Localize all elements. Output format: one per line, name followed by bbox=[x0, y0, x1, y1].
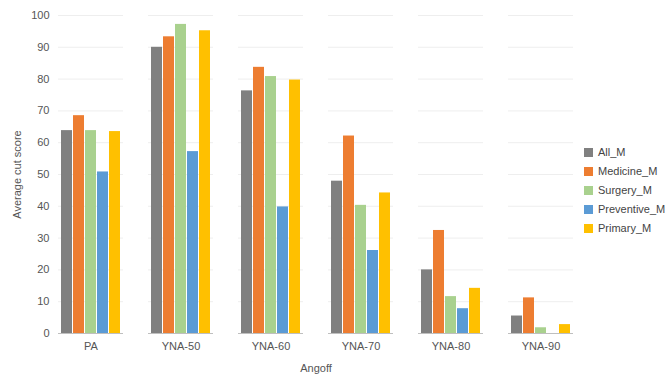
svg-text:30: 30 bbox=[37, 231, 49, 243]
svg-text:PA: PA bbox=[84, 340, 99, 352]
svg-text:60: 60 bbox=[37, 136, 49, 148]
html-text:Preventive_M: Preventive_M bbox=[598, 203, 666, 215]
html-text:Medicine_M: Medicine_M bbox=[598, 165, 658, 177]
svg-text:YNA-60: YNA-60 bbox=[252, 340, 291, 352]
svg-text:Average cut score: Average cut score bbox=[11, 130, 23, 218]
svg-text:70: 70 bbox=[37, 104, 49, 116]
svg-text:YNA-70: YNA-70 bbox=[342, 340, 381, 352]
svg-text:YNA-50: YNA-50 bbox=[162, 340, 201, 352]
html-text:Surgery_M: Surgery_M bbox=[598, 184, 652, 196]
svg-text:20: 20 bbox=[37, 263, 49, 275]
svg-text:100: 100 bbox=[31, 9, 49, 21]
svg-text:Angoff: Angoff bbox=[300, 361, 333, 373]
svg-text:90: 90 bbox=[37, 40, 49, 52]
svg-text:50: 50 bbox=[37, 168, 49, 180]
svg-text:YNA-80: YNA-80 bbox=[432, 340, 471, 352]
svg-text:80: 80 bbox=[37, 72, 49, 84]
svg-text:YNA-90: YNA-90 bbox=[522, 340, 561, 352]
svg-text:40: 40 bbox=[37, 199, 49, 211]
svg-text:0: 0 bbox=[43, 327, 49, 339]
html-text:Primary_M: Primary_M bbox=[598, 222, 652, 234]
svg-text:10: 10 bbox=[37, 295, 49, 307]
html-text:All_M: All_M bbox=[598, 146, 626, 158]
